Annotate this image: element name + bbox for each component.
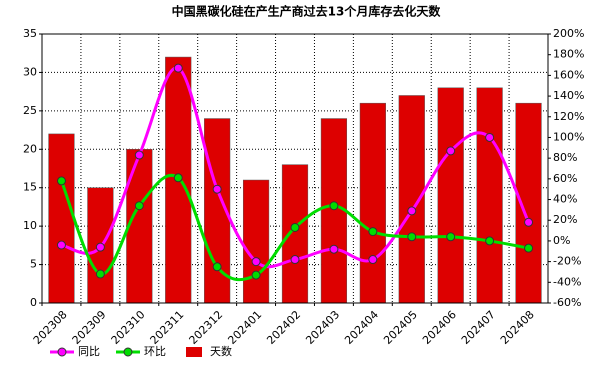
x-tick-label: 202308	[31, 308, 70, 347]
legend-label: 天数	[210, 345, 232, 358]
y2-tick-label: 160%	[553, 68, 584, 81]
chart-title: 中国黑碳化硅在产生产商过去13个月库存去化天数	[172, 4, 442, 19]
point	[95, 269, 105, 279]
point	[56, 240, 66, 250]
point	[251, 270, 261, 280]
point	[407, 232, 417, 242]
point	[524, 243, 534, 253]
x-tick-label: 202311	[148, 308, 187, 347]
point	[446, 146, 456, 156]
y-tick-label: 35	[23, 27, 37, 40]
point	[485, 236, 495, 246]
x-tick-label: 202402	[264, 308, 303, 347]
point	[329, 244, 339, 254]
legend-swatch	[186, 347, 202, 357]
point	[446, 232, 456, 242]
x-tick-label: 202407	[459, 308, 498, 347]
y2-tick-label: 40%	[553, 193, 577, 206]
point	[290, 222, 300, 232]
point	[95, 242, 105, 252]
bar	[126, 149, 153, 304]
y-tick-label: 30	[23, 65, 37, 78]
point	[407, 206, 417, 216]
y-tick-label: 0	[30, 296, 37, 309]
point	[329, 201, 339, 211]
y2-tick-label: 120%	[553, 110, 584, 123]
point	[524, 217, 534, 227]
point	[290, 255, 300, 265]
point	[368, 255, 378, 265]
plot-frame	[41, 33, 549, 304]
bar	[242, 179, 270, 304]
point	[173, 63, 183, 73]
x-tick-label: 202312	[187, 308, 226, 347]
y2-tick-label: 0%	[553, 234, 570, 247]
bar	[437, 87, 464, 304]
y2-tick-label: 60%	[553, 172, 577, 185]
x-tick-label: 202309	[70, 308, 109, 347]
x-tick-label: 202403	[303, 308, 342, 347]
bar	[398, 95, 425, 304]
y2-tick-label: -40%	[553, 275, 581, 288]
point	[368, 227, 378, 237]
x-tick-label: 202406	[420, 308, 459, 347]
bar	[320, 118, 348, 304]
point	[212, 184, 222, 194]
y-tick-label: 25	[23, 104, 37, 117]
point	[173, 173, 183, 183]
y2-tick-label: 80%	[553, 151, 577, 164]
point	[134, 150, 144, 160]
x-tick-label: 202405	[381, 308, 420, 347]
y-tick-label: 20	[23, 142, 37, 155]
x-tick-label: 202401	[225, 308, 264, 347]
point	[212, 262, 222, 272]
point	[134, 201, 144, 211]
point	[485, 132, 495, 142]
bar	[281, 164, 309, 304]
x-tick-label: 202408	[498, 308, 537, 347]
x-tick-label: 202404	[342, 308, 381, 347]
y2-tick-label: -60%	[553, 296, 581, 309]
bar	[48, 133, 75, 304]
y-tick-label: 15	[23, 181, 37, 194]
y-tick-label: 5	[30, 258, 37, 271]
bar	[359, 102, 386, 304]
y2-tick-label: 200%	[553, 27, 584, 40]
y-tick-label: 10	[23, 219, 37, 232]
bar	[476, 87, 503, 304]
legend-marker	[123, 347, 133, 357]
y2-tick-label: 180%	[553, 48, 584, 61]
y2-tick-label: 20%	[553, 213, 577, 226]
legend-label: 环比	[144, 345, 166, 358]
y2-tick-label: -20%	[553, 255, 581, 268]
legend-marker	[57, 347, 67, 357]
point	[251, 257, 261, 267]
point	[56, 176, 66, 186]
y2-tick-label: 100%	[553, 130, 584, 143]
y2-tick-label: 140%	[553, 89, 584, 102]
legend-label: 同比	[78, 345, 100, 358]
x-tick-label: 202310	[109, 308, 148, 347]
